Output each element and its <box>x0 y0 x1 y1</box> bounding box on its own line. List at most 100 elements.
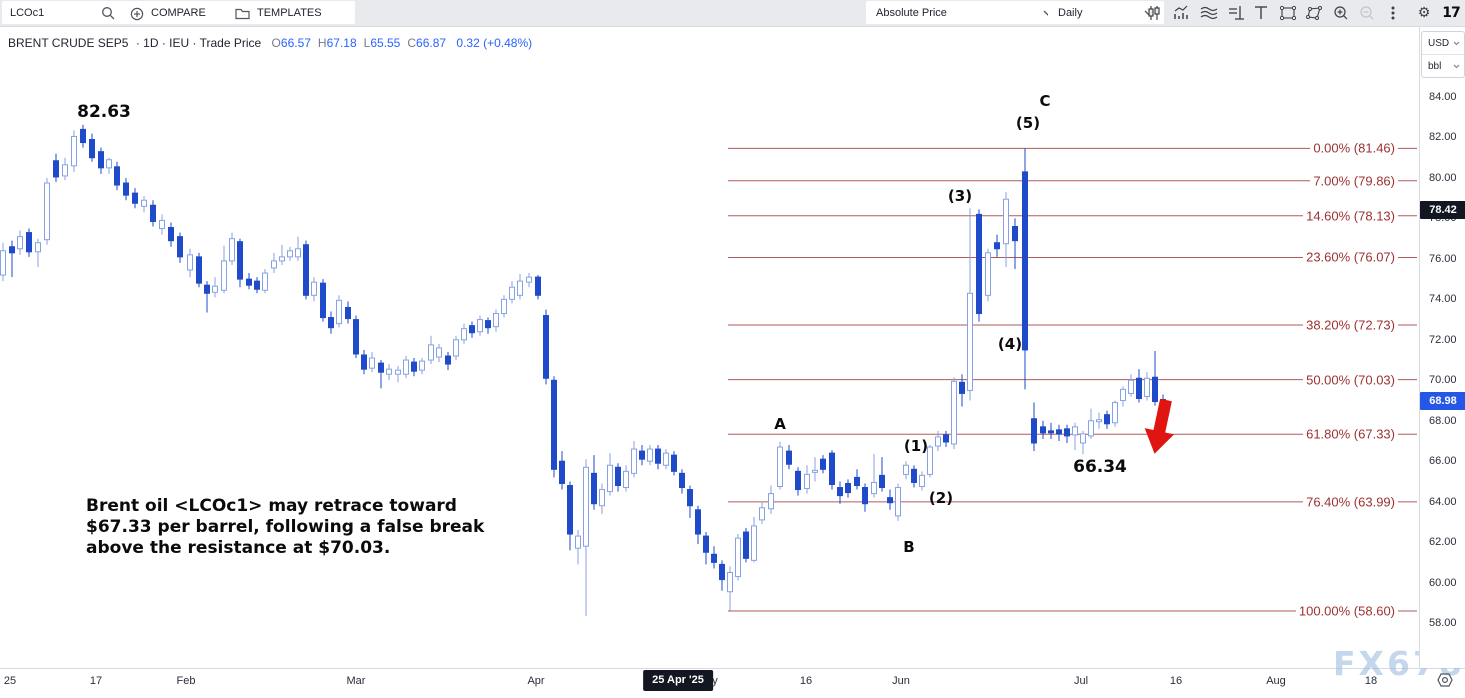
candle <box>615 463 621 492</box>
candle <box>959 374 965 407</box>
candle <box>177 232 183 263</box>
candle <box>951 377 957 450</box>
candle <box>976 209 982 322</box>
candle <box>854 469 860 490</box>
candle <box>303 240 309 300</box>
time-tick-Feb: Feb <box>176 675 196 687</box>
measure-icon[interactable] <box>1225 0 1247 26</box>
candle <box>631 440 637 478</box>
candle <box>551 376 557 478</box>
time-tick-Jun: Jun <box>892 675 910 687</box>
candle <box>445 351 451 371</box>
candle <box>336 295 342 328</box>
time-tick-18: 18 <box>1364 675 1378 687</box>
candle <box>311 277 317 302</box>
candle <box>345 301 351 324</box>
rect-drawing-icon[interactable] <box>1277 0 1299 26</box>
candle <box>727 566 733 611</box>
settings-gear-icon[interactable]: ⚙ <box>1417 5 1431 21</box>
price-tick: 72.00 <box>1429 333 1457 346</box>
time-tick-Aug: Aug <box>1266 675 1286 687</box>
candle <box>871 454 877 498</box>
candle <box>985 248 991 302</box>
candle <box>436 343 442 363</box>
candle <box>768 485 774 514</box>
candle <box>17 230 23 255</box>
candle <box>967 208 973 401</box>
candle <box>812 457 818 482</box>
interval-dropdown[interactable]: Daily <box>1048 1 1164 24</box>
candle <box>295 236 301 261</box>
candle <box>647 445 653 466</box>
zoom-in-icon[interactable] <box>1330 0 1352 26</box>
currency-value: USD <box>1428 37 1450 49</box>
candle <box>786 445 792 470</box>
tradingview-logo[interactable]: 17 <box>1442 5 1461 21</box>
more-options-icon[interactable] <box>1382 0 1404 26</box>
price-axis[interactable]: 84.0082.0080.0078.0076.0074.0072.0070.00… <box>1419 26 1465 668</box>
candle <box>229 232 235 265</box>
candle <box>903 461 909 480</box>
candle <box>428 335 434 365</box>
candle <box>287 246 293 261</box>
candle <box>820 455 826 474</box>
price-badge-78.42: 78.42 <box>1420 200 1465 219</box>
candle <box>735 534 741 581</box>
candle <box>53 153 59 182</box>
price-tick: 60.00 <box>1429 576 1457 589</box>
candle <box>1012 218 1018 270</box>
indicators-icon[interactable] <box>1170 0 1192 26</box>
ohlc-key: H <box>317 36 327 50</box>
candle <box>150 200 156 227</box>
candle <box>543 309 549 385</box>
candle <box>1022 148 1028 390</box>
candle <box>123 177 129 201</box>
text-tool-icon[interactable] <box>1250 0 1272 26</box>
candle <box>9 240 15 278</box>
unit-dropdown[interactable]: bbl <box>1422 55 1464 77</box>
candle <box>703 532 709 565</box>
time-axis[interactable]: 25 17 Feb Mar Apr y 16 Jun Jul 16 Aug 18 25 Apr '25 <box>0 668 1465 698</box>
candle <box>1072 422 1078 451</box>
candle <box>361 349 367 375</box>
down-arrow[interactable] <box>1140 397 1181 457</box>
compare-button[interactable]: COMPARE <box>118 1 229 24</box>
candle <box>320 279 326 322</box>
analysis-note-line1: Brent oil <LCOc1> may retrace toward <box>86 496 457 516</box>
price-tick: 68.00 <box>1429 414 1457 427</box>
waves-icon[interactable] <box>1198 0 1220 26</box>
candle <box>935 430 941 452</box>
candle <box>862 483 868 512</box>
zoom-out-icon[interactable] <box>1356 0 1378 26</box>
price-tick: 76.00 <box>1429 252 1457 265</box>
price-mode-dropdown[interactable]: Absolute Price <box>866 1 1063 24</box>
candle <box>911 465 917 488</box>
candle <box>759 501 765 524</box>
compare-plus-icon <box>130 7 144 21</box>
candle <box>655 445 661 470</box>
candle <box>1128 374 1134 397</box>
price-mode-value: Absolute Price <box>876 6 947 19</box>
candle <box>795 467 801 496</box>
currency-dropdown[interactable]: USD <box>1422 32 1464 55</box>
candlestick-style-icon[interactable] <box>1143 0 1165 26</box>
analysis-note[interactable]: Brent oil <LCOc1> may retrace toward $67… <box>86 496 484 559</box>
candle <box>271 252 277 274</box>
price-tick: 62.00 <box>1429 536 1457 549</box>
candle <box>71 130 77 172</box>
candle <box>453 335 459 361</box>
templates-button[interactable]: TEMPLATES <box>221 1 355 24</box>
symbol-title: BRENT CRUDE SEP5 <box>8 36 129 50</box>
symbol-meta: · 1D · IEU · Trade Price <box>135 36 262 50</box>
highlighted-date-badge: 25 Apr '25 <box>643 670 713 691</box>
time-tick-16: 16 <box>1169 675 1183 687</box>
axis-settings-icon[interactable] <box>1437 672 1453 688</box>
candle <box>168 222 174 247</box>
candle <box>469 321 475 338</box>
candle <box>509 281 515 304</box>
candle <box>1056 424 1062 441</box>
polygon-drawing-icon[interactable] <box>1303 0 1325 26</box>
candle <box>1003 192 1009 267</box>
symbol-search-box[interactable]: LCOc1 <box>2 1 121 24</box>
